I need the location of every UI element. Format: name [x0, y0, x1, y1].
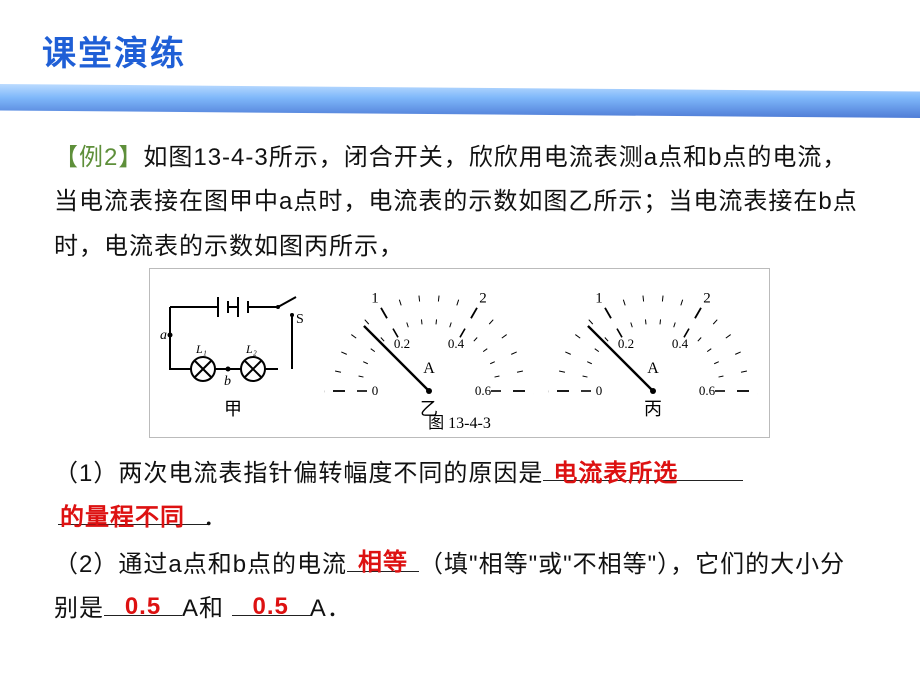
figure-13-4-3: a b L₁ L₂ S 甲 012300.20.40.6A 乙 012300.2… [149, 268, 770, 438]
circuit-diagram: a b L₁ L₂ S 甲 [158, 287, 308, 397]
svg-text:2: 2 [703, 290, 711, 306]
questions-block: （1）两次电流表指针偏转幅度不同的原因是电流表所选 的量程不同 ． （2）通过a点… [54, 452, 870, 632]
q1-answer-2: 的量程不同 [60, 504, 185, 531]
svg-text:b: b [224, 374, 231, 389]
svg-text:1: 1 [371, 290, 379, 306]
ammeter-c: 012300.20.40.6A 丙 [548, 279, 758, 399]
svg-text:S: S [296, 312, 304, 327]
svg-text:0.4: 0.4 [672, 336, 689, 351]
q2-prompt-a: （2）通过a点和b点的电流 [54, 551, 347, 578]
q1-answer-1: 电流表所选 [553, 460, 678, 487]
q2-answer-eq: 相等 [347, 541, 419, 585]
svg-text:a: a [160, 328, 167, 343]
svg-text:0.2: 0.2 [618, 336, 634, 351]
ammeter-b: 012300.20.40.6A 乙 [324, 279, 534, 399]
slide-title: 课堂演练 [42, 26, 186, 75]
decorative-band [0, 84, 920, 118]
example-body: 如图13-4-3所示，闭合开关，欣欣用电流表测a点和b点的电流，当电流表接在图甲… [54, 144, 858, 260]
svg-text:L₁: L₁ [195, 342, 207, 356]
example-text: 【例2】如图13-4-3所示，闭合开关，欣欣用电流表测a点和b点的电流，当电流表… [54, 136, 870, 269]
q2-unit2: A． [310, 595, 352, 622]
q2-unit1: A和 [182, 595, 224, 622]
svg-text:0.2: 0.2 [394, 336, 410, 351]
svg-text:A: A [423, 360, 435, 377]
q2-val2: 0.5 [232, 585, 310, 629]
svg-text:L₂: L₂ [245, 342, 257, 356]
q1-period: ． [203, 504, 228, 531]
svg-text:A: A [647, 360, 659, 377]
svg-text:0.4: 0.4 [448, 336, 465, 351]
example-label: 【例2】 [54, 144, 143, 171]
q1-prompt: （1）两次电流表指针偏转幅度不同的原因是 [54, 460, 543, 487]
q2-val1: 0.5 [104, 585, 182, 629]
svg-text:2: 2 [479, 290, 487, 306]
svg-text:1: 1 [595, 290, 603, 306]
figure-caption: 图 13-4-3 [150, 409, 769, 433]
